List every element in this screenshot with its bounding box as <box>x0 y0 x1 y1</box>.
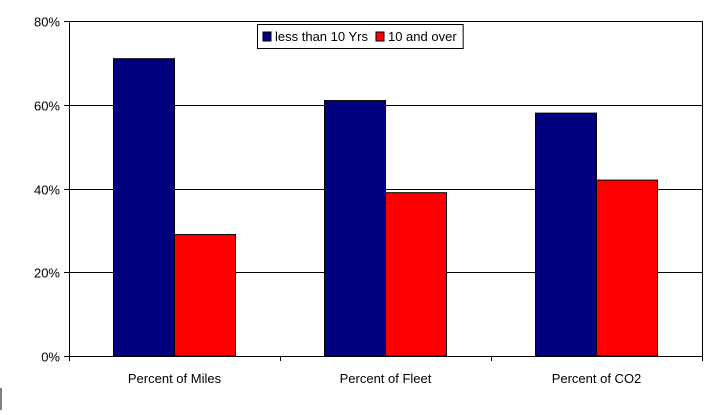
bar-over-10-0 <box>174 234 236 357</box>
legend-label-under-10: less than 10 Yrs <box>275 29 368 44</box>
x-tick-label: Percent of Miles <box>128 371 222 386</box>
y-tick-label: 20% <box>34 266 60 281</box>
x-tick-label: Percent of Fleet <box>340 371 432 386</box>
bar-over-10-1 <box>385 192 447 357</box>
legend-swatch-over-10 <box>375 31 385 42</box>
legend-label-over-10: 10 and over <box>388 29 457 44</box>
bar-under-10-2 <box>535 112 597 357</box>
legend-box <box>257 24 464 49</box>
bars <box>113 58 658 357</box>
y-tick-label: 0% <box>41 350 60 365</box>
bar-under-10-1 <box>324 100 386 357</box>
bar-over-10-2 <box>596 179 658 357</box>
bar-under-10-0 <box>113 58 175 357</box>
x-tick-label: Percent of CO2 <box>552 371 642 386</box>
y-tick-label: 60% <box>34 99 60 114</box>
y-tick-label: 80% <box>34 15 60 30</box>
legend-swatch-under-10 <box>262 31 272 42</box>
y-tick-label: 40% <box>34 183 60 198</box>
legend: less than 10 Yrs 10 and over <box>257 24 464 49</box>
